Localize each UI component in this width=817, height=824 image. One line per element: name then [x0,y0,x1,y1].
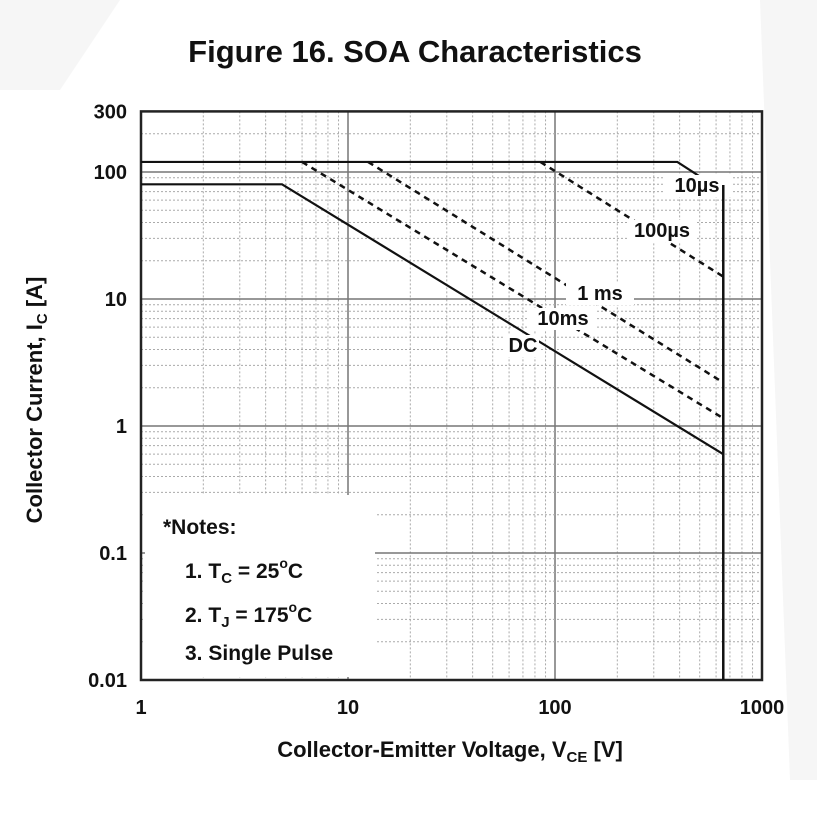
y-tick-label: 10 [105,289,127,311]
series-line-1 [539,160,724,278]
y-axis-title: Collector Current, IC [A] [22,277,51,524]
y-tick-label: 0.01 [88,670,127,692]
series-label-bg [663,175,731,197]
series-line-2 [367,160,724,384]
series-label-0: 10µs [675,175,720,197]
series-line-4 [141,183,724,456]
y-tick-label: 100 [94,162,127,184]
series-label-bg [566,283,634,305]
y-tick-label: 300 [94,101,127,123]
notes-heading: *Notes: [163,516,237,539]
series-label-3: 10ms [537,308,588,330]
y-tick-label: 0.1 [99,543,127,565]
x-tick-label: 10 [337,697,359,719]
series-layer: 10µs 100µs 1 ms 10ms DC [141,160,731,680]
series-label-4: DC [509,335,538,357]
note-3: 3. Single Pulse [185,642,333,665]
series-line-3 [301,160,724,420]
series-label-bg [628,220,696,242]
chart-title: Figure 16. SOA Characteristics [188,34,642,69]
x-axis-title: Collector-Emitter Voltage, VCE [V] [277,737,623,766]
series-label-1: 100µs [634,220,690,242]
tick-labels: 300 100 10 1 0.1 0.01 1 10 100 1000 [88,101,784,719]
series-label-bg [505,335,539,357]
x-tick-label: 1000 [740,697,785,719]
background-shade [0,0,120,90]
series-label-2: 1 ms [577,283,623,305]
background-shade [760,0,817,780]
note-2: 2. TJ = 175oC [185,599,312,631]
x-tick-label: 100 [538,697,571,719]
series-label-bg [529,308,597,330]
x-tick-label: 1 [135,697,146,719]
y-tick-label: 1 [116,416,127,438]
notes-box: *Notes: 1. TC = 25oC 2. TJ = 175oC 3. Si… [145,495,375,677]
plot-border [139,110,764,682]
note-1: 1. TC = 25oC [185,555,303,587]
